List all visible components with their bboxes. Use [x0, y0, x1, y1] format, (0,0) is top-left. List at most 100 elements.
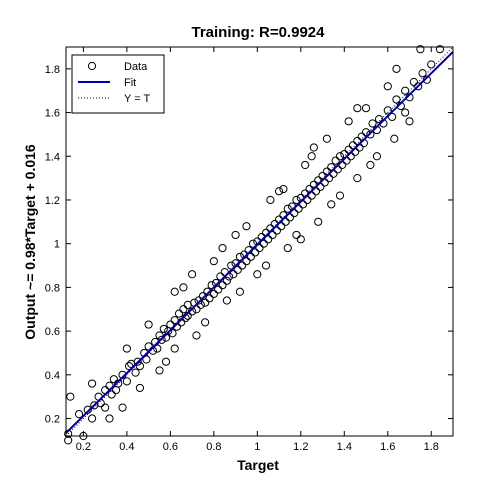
y-tick-label: 1.6 [45, 108, 60, 120]
y-tick-label: 0.4 [45, 370, 60, 382]
y-tick-label: 0.2 [45, 414, 60, 426]
data-point [390, 134, 399, 143]
data-point [87, 379, 97, 388]
axis-ticks: 0.2 0.4 0.6 0.8 1 1.2 1.4 1.6 1.8 0.2 0.4 0.6 0.8 1 1.… [45, 46, 454, 453]
data-point [292, 230, 301, 240]
fit-line [66, 51, 453, 434]
y-axis-label: Output ~= 0.98*Target + 0.016 [22, 144, 38, 340]
data-point [144, 320, 153, 329]
data-point [168, 329, 177, 338]
y-tick-label: 1.4 [45, 151, 60, 163]
data-point [253, 270, 262, 279]
data-point [74, 410, 84, 419]
data-point [309, 143, 318, 152]
data-point [64, 436, 73, 445]
data-point [246, 252, 255, 261]
data-point [179, 305, 188, 314]
data-point [277, 222, 286, 231]
data-point [209, 289, 218, 299]
data-point [170, 344, 179, 353]
data-point [274, 187, 284, 196]
data-point [401, 86, 410, 95]
data-point [344, 117, 353, 126]
data-point [218, 281, 227, 290]
data-point [238, 261, 247, 270]
data-point [361, 128, 371, 137]
data-point [222, 276, 231, 285]
data-point [214, 285, 223, 294]
data-point [307, 152, 316, 161]
chart-title: Training: R=0.9924 [192, 24, 326, 41]
data-point [388, 112, 397, 122]
data-point [353, 174, 362, 183]
fit-lines [66, 47, 453, 436]
data-point [268, 230, 277, 240]
data-point [392, 64, 401, 73]
data-point [179, 283, 188, 292]
data-point [361, 104, 371, 113]
data-point [327, 200, 336, 209]
data-point [335, 191, 345, 200]
data-point [135, 383, 145, 393]
x-tick-label: 1.4 [337, 441, 352, 453]
data-point [427, 60, 436, 69]
data-point [105, 414, 114, 423]
data-point [235, 287, 245, 296]
legend: Data Fit Y = T [71, 54, 165, 114]
data-point [285, 213, 295, 222]
x-tick-label: 0.6 [163, 441, 178, 453]
data-point [322, 134, 331, 143]
data-point [144, 342, 153, 351]
x-tick-label: 1.8 [424, 441, 439, 453]
legend-entry-fit: Fit [124, 77, 136, 89]
data-point [409, 77, 418, 87]
data-point [170, 287, 179, 296]
x-tick-label: 1 [254, 441, 260, 453]
data-point [405, 117, 414, 126]
x-tick-label: 0.4 [119, 441, 134, 453]
data-point [201, 318, 210, 327]
data-point [296, 235, 305, 244]
data-point [255, 243, 264, 253]
data-point [131, 368, 140, 377]
legend-entry-data: Data [124, 61, 148, 73]
data-point [414, 82, 423, 91]
data-point [314, 217, 323, 226]
data-point [66, 392, 75, 401]
data-point [205, 294, 214, 303]
data-point [159, 324, 168, 334]
y-tick-label: 0.8 [45, 282, 60, 294]
data-point [374, 115, 384, 124]
data-point [279, 184, 288, 194]
data-point [264, 235, 273, 244]
x-tick-label: 0.2 [76, 441, 91, 453]
data-point [114, 379, 123, 388]
y-tick-label: 0.6 [45, 326, 60, 338]
data-point [107, 390, 116, 399]
data-point [401, 108, 410, 117]
data-point [153, 344, 162, 353]
data-points [64, 45, 445, 445]
data-point [229, 270, 238, 279]
x-tick-label: 1.2 [293, 441, 308, 453]
data-point [188, 270, 197, 279]
data-point [301, 160, 310, 170]
data-point [416, 45, 425, 54]
data-point [87, 414, 97, 423]
data-point [368, 119, 377, 128]
data-point [251, 248, 260, 257]
data-point [242, 257, 251, 266]
data-point [248, 239, 258, 248]
data-point [259, 239, 268, 248]
data-point [272, 226, 281, 235]
data-point [135, 361, 145, 371]
data-point [242, 222, 251, 231]
axes-frame [65, 46, 454, 437]
legend-box [71, 54, 165, 114]
x-tick-label: 1.6 [380, 441, 395, 453]
data-point [366, 130, 375, 139]
data-point [353, 104, 362, 113]
data-point [174, 309, 184, 318]
x-axis-label: Target [237, 457, 279, 473]
data-point [201, 298, 210, 307]
